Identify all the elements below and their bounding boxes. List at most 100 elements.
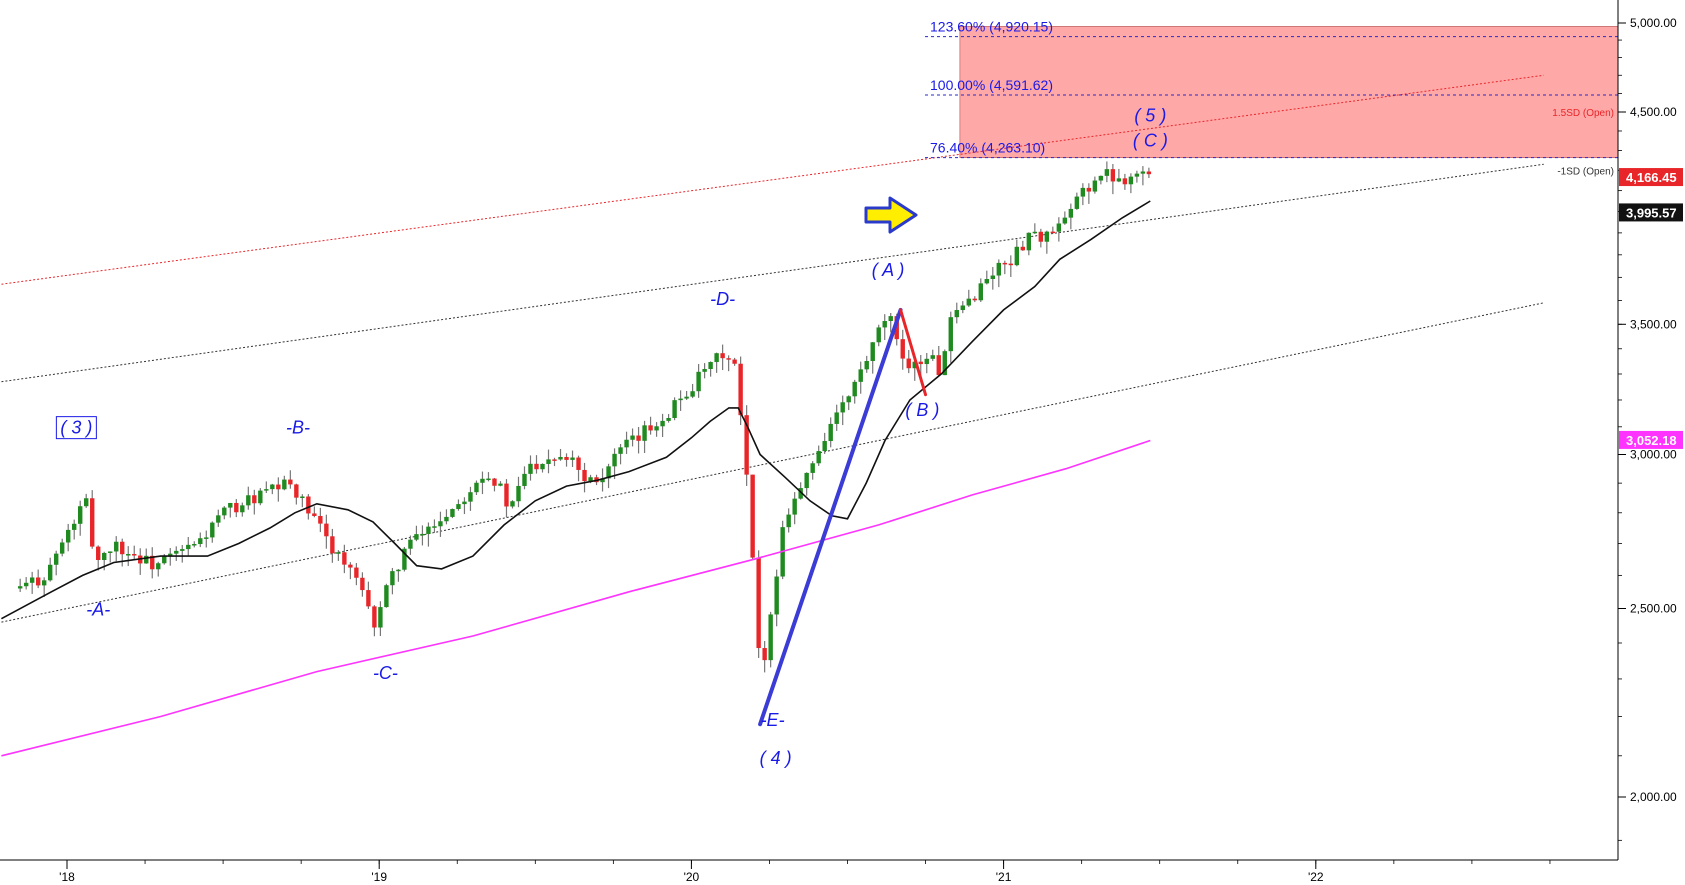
candle [642, 420, 647, 453]
channel-line-0 [1, 74, 1544, 285]
candle [516, 476, 521, 508]
candle [402, 546, 407, 572]
candle [300, 494, 305, 508]
candle [1038, 228, 1044, 248]
candle [570, 450, 575, 467]
svg-text:4,166.45: 4,166.45 [1626, 170, 1677, 185]
candle [564, 453, 569, 467]
candle [696, 364, 701, 398]
candle [540, 463, 545, 473]
candle [414, 525, 419, 542]
candle [804, 472, 809, 496]
candle [630, 428, 635, 447]
candle [198, 532, 203, 548]
candle [29, 571, 35, 594]
channel-label-1-5sd: 1.5SD (Open) [1552, 108, 1614, 119]
candle [384, 583, 389, 608]
y-tick-label-4: 2,500.00 [1630, 602, 1677, 616]
candle [960, 301, 965, 314]
candle [41, 577, 47, 598]
candle [53, 550, 59, 576]
y-tick-label-0: 5,000.00 [1630, 16, 1677, 30]
candle [84, 493, 89, 508]
candle [66, 523, 71, 552]
candle [612, 448, 617, 480]
candle [672, 397, 677, 421]
candle [1080, 183, 1086, 206]
yellow-arrow-icon [864, 196, 918, 234]
candle [426, 522, 431, 547]
candle [336, 550, 341, 561]
x-tick-label-3: '21 [996, 870, 1012, 884]
wave-label-3: -C- [373, 663, 398, 683]
y-tick-label-2: 3,500.00 [1630, 317, 1677, 331]
wave-label-10: ( C ) [1133, 130, 1168, 150]
candle [816, 445, 821, 466]
wave-label-6: ( 4 ) [760, 748, 792, 768]
candle [318, 507, 323, 533]
candle [354, 563, 359, 586]
candle [270, 483, 275, 495]
candle [1116, 168, 1122, 183]
moving-average-0 [1, 200, 1151, 620]
candle [936, 345, 941, 377]
candle [150, 547, 155, 579]
wave-label-8: ( B ) [905, 400, 939, 420]
svg-text:3,052.18: 3,052.18 [1626, 433, 1677, 448]
candle [324, 514, 329, 549]
x-tick-label-2: '20 [684, 870, 700, 884]
candle [432, 519, 437, 533]
wave-label-2: -B- [286, 418, 310, 438]
price-tag-0: 4,166.45 [1619, 168, 1683, 187]
x-tick-label-4: '22 [1308, 870, 1324, 884]
wave-label-1: -A- [86, 599, 110, 619]
candle [192, 541, 197, 548]
candle [1140, 166, 1146, 186]
candle [582, 462, 587, 493]
candle [978, 278, 983, 302]
candle [834, 404, 839, 431]
candle [702, 363, 707, 379]
candle [780, 520, 785, 580]
candle [216, 509, 221, 527]
target-zone [959, 26, 1619, 158]
candle [846, 395, 851, 411]
candle [1134, 170, 1140, 183]
fib-label-0: 123.60% (4,920.15) [930, 19, 1053, 35]
candle [678, 390, 683, 411]
candle [90, 490, 95, 549]
candle [23, 577, 29, 590]
candle [996, 259, 1001, 288]
candle [858, 361, 863, 394]
wave-label-0: ( 3 ) [60, 418, 92, 438]
y-tick-label-1: 4,500.00 [1630, 105, 1677, 119]
price-tag-2: 3,052.18 [1619, 430, 1683, 449]
candle [378, 601, 383, 637]
candle [558, 448, 563, 461]
candle [684, 390, 689, 400]
candle [522, 466, 527, 490]
candle [450, 508, 455, 519]
candle [534, 455, 539, 474]
price-tag-1: 3,995.57 [1619, 203, 1683, 222]
channel-label-minus-1sd: -1SD (Open) [1557, 166, 1614, 177]
candle [882, 314, 887, 341]
candle [1086, 183, 1092, 204]
candle [1092, 176, 1098, 194]
candle [1044, 230, 1050, 254]
candle [35, 569, 41, 589]
candle [654, 422, 659, 437]
candle [456, 499, 461, 511]
candle [552, 457, 557, 467]
candle [17, 578, 23, 592]
candle [1008, 255, 1014, 277]
candle [390, 567, 395, 595]
candle [498, 481, 503, 487]
candle [234, 499, 239, 518]
candle [294, 483, 299, 505]
candle [1122, 173, 1128, 190]
x-tick-label-0: '18 [59, 870, 75, 884]
candle [372, 605, 377, 637]
candle [126, 546, 131, 567]
